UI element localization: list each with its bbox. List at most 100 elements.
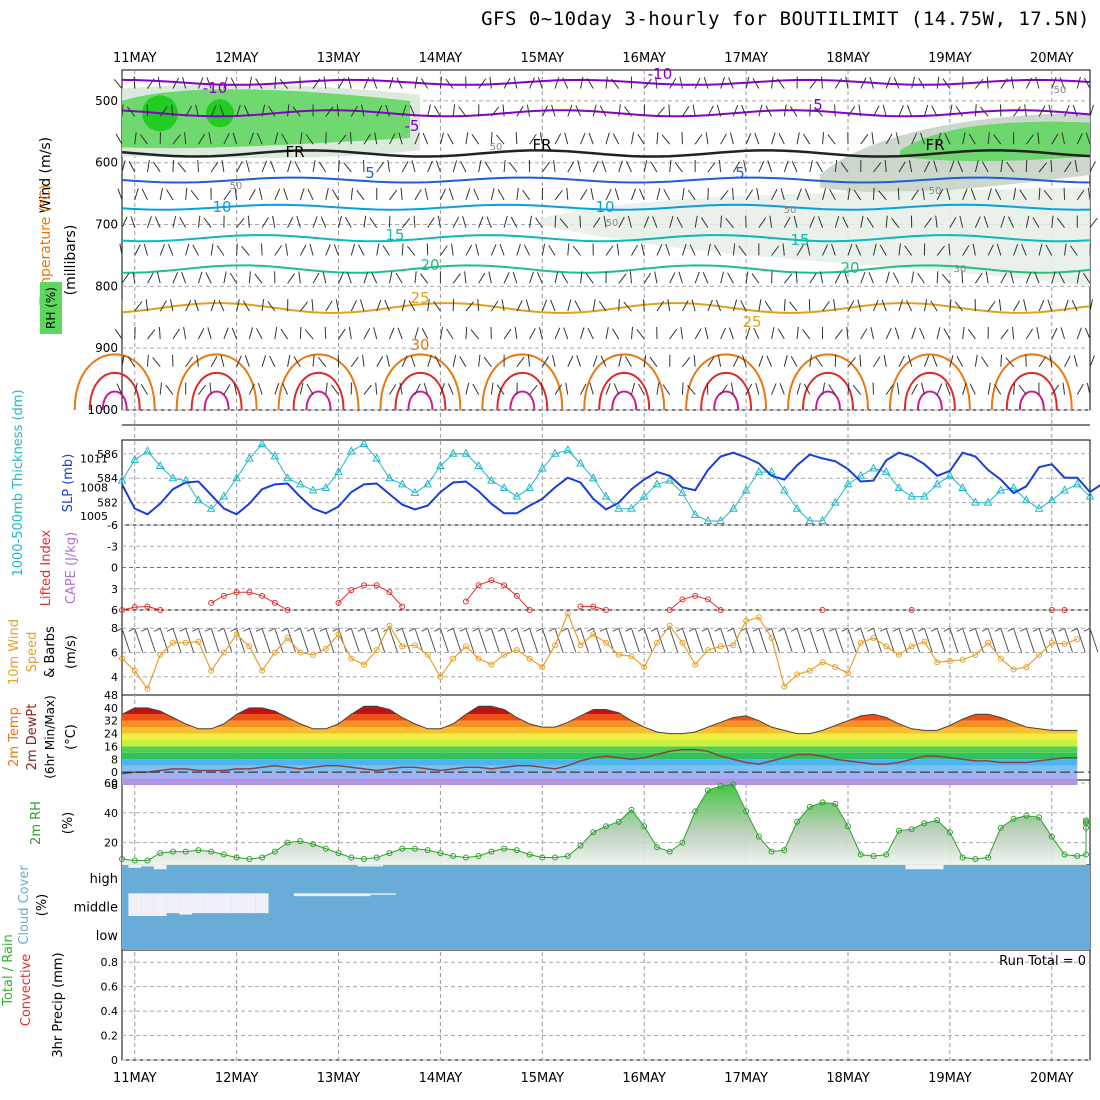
wind-barb xyxy=(427,299,430,312)
wind-barb xyxy=(694,628,704,653)
wind-barb xyxy=(434,355,441,367)
wind-barb xyxy=(197,159,199,173)
wind-barb xyxy=(641,243,645,256)
temp-contour-35 xyxy=(903,372,956,411)
wind-barb xyxy=(305,134,314,145)
ylabel-cloud-unit: (%) xyxy=(35,894,50,917)
wind-barb xyxy=(465,188,471,200)
rh-line-point xyxy=(322,845,329,852)
wind-barb xyxy=(145,299,148,312)
wind-barb xyxy=(968,133,976,145)
wind-barb xyxy=(195,104,199,117)
wind-barb xyxy=(363,384,372,395)
wind-barb xyxy=(1025,328,1034,340)
wind-barb xyxy=(197,628,207,653)
wind-barb xyxy=(523,627,530,632)
temp-band xyxy=(122,759,1078,766)
cloud-gap xyxy=(153,865,167,870)
wind-barb xyxy=(407,245,416,256)
wind-barb xyxy=(448,188,454,200)
wind-barb xyxy=(274,326,278,339)
wind-barb xyxy=(974,354,978,367)
wind-barb xyxy=(1021,244,1027,256)
wind-barb xyxy=(1045,244,1053,256)
wind-barb xyxy=(827,134,836,145)
wind-barb xyxy=(490,188,495,200)
wind-barb xyxy=(319,627,327,632)
date-label-bottom: 14MAY xyxy=(419,1071,463,1086)
wind-barb xyxy=(574,627,581,632)
wind-barb xyxy=(1058,627,1065,632)
rh-line-point xyxy=(997,824,1004,831)
wind-speed-line-point xyxy=(208,667,215,674)
lifted-index-line-point xyxy=(1048,607,1055,613)
wind-speed-line-point xyxy=(985,639,992,646)
wind-barb xyxy=(287,354,291,367)
wind-barb xyxy=(158,326,161,339)
wind-barb xyxy=(630,132,635,145)
cloud-gap xyxy=(319,893,333,897)
wind-barb xyxy=(612,133,620,145)
thickness-line-point xyxy=(499,482,509,491)
wind-barb xyxy=(1050,159,1053,173)
wind-barb xyxy=(599,105,607,117)
wind-speed-line-point xyxy=(1048,639,1055,646)
wind-barb xyxy=(706,382,709,395)
wind-barb xyxy=(369,217,378,228)
wind-barb xyxy=(576,355,582,367)
wind-barb xyxy=(503,328,512,340)
contour-label: -5 xyxy=(405,117,420,135)
wind-barb xyxy=(166,627,174,632)
temp-contour-35 xyxy=(700,372,753,411)
wind-barb xyxy=(859,354,862,367)
wind-barb xyxy=(869,76,874,89)
wind-barb xyxy=(465,301,474,312)
wind-barb xyxy=(868,271,874,284)
wind-barb xyxy=(847,106,856,117)
wind-barb xyxy=(478,216,484,228)
wind-barb xyxy=(829,188,836,201)
wind-barb xyxy=(1024,104,1027,117)
wind-barb xyxy=(516,356,525,368)
contour-label: 50 xyxy=(230,181,243,192)
wind-barb xyxy=(427,217,435,228)
wind-barb xyxy=(817,216,823,228)
thickness-line-point xyxy=(245,453,254,462)
temp-contour-35 xyxy=(190,372,243,411)
wind-barb xyxy=(930,627,938,632)
wind-barb xyxy=(592,355,598,367)
wind-barb xyxy=(879,627,887,632)
wind-barb xyxy=(388,628,398,653)
wind-barb xyxy=(834,628,844,653)
wind-barb xyxy=(1083,272,1091,284)
wind-barb xyxy=(586,78,594,89)
wind-barb xyxy=(791,160,798,173)
rh-line-point xyxy=(564,853,571,860)
wind-barb xyxy=(674,162,683,173)
wind-barb xyxy=(745,132,752,145)
wind-barb xyxy=(167,244,174,256)
wind-barb xyxy=(918,627,925,632)
wind-barb xyxy=(497,189,505,201)
wind-barb xyxy=(981,627,989,632)
wind-barb xyxy=(783,216,791,228)
wind-barb xyxy=(906,104,913,117)
date-label-bottom: 18MAY xyxy=(826,1071,870,1086)
wind-barb xyxy=(819,271,824,284)
thickness-line-point xyxy=(1085,491,1095,500)
wind-barb xyxy=(944,133,951,145)
wind-barb xyxy=(121,354,125,367)
wind-barb xyxy=(229,272,238,284)
ylabel-wind: Wind (m/s) xyxy=(38,137,54,213)
date-label-top: 14MAY xyxy=(419,51,463,66)
lifted-index-line-point xyxy=(704,596,711,603)
wind-barb xyxy=(790,627,798,632)
wind-barb xyxy=(605,188,612,201)
wind-barb xyxy=(601,160,607,173)
wind-barb xyxy=(592,299,596,312)
wind-barb xyxy=(565,382,569,395)
ytick-rh: 20 xyxy=(104,837,118,850)
wind-barb xyxy=(935,215,938,228)
wind-barb xyxy=(435,160,441,173)
wind-barb xyxy=(561,272,569,284)
